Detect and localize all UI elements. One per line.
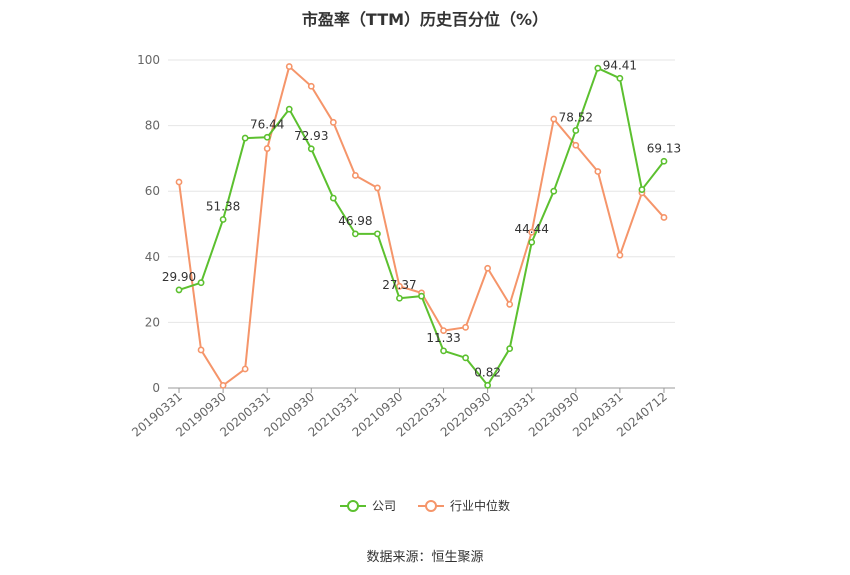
data-point-company [374, 230, 381, 238]
data-label-company: 94.41 [603, 58, 637, 72]
data-point-industry-median [506, 300, 514, 308]
data-point-company [219, 216, 227, 223]
data-point-company [660, 157, 668, 165]
y-tick-label: 20 [145, 315, 160, 329]
legend-item-industry-median[interactable]: 行业中位数 [418, 497, 510, 514]
data-point-company [528, 238, 536, 246]
data-source: 数据来源：恒生聚源 [366, 550, 484, 565]
legend-label-industry-median: 行业中位数 [450, 499, 511, 513]
data-point-company [175, 286, 183, 294]
data-label-company: 51.38 [206, 199, 240, 213]
data-point-industry-median [660, 214, 668, 221]
data-point-company [484, 381, 492, 389]
axes: 0204060801002019033120190930202003312020… [129, 53, 675, 440]
data-point-industry-median [307, 82, 315, 90]
data-label-company: 44.44 [515, 222, 549, 236]
y-tick-label: 0 [152, 381, 160, 395]
data-point-industry-median [484, 264, 492, 272]
data-point-industry-median [241, 365, 249, 373]
data-labels: 29.90 51.38 76.44 72.93 46.98 27.37 11.33 0.82 4… [162, 58, 681, 379]
data-point-industry-median [528, 228, 536, 236]
data-point-company [638, 186, 646, 193]
data-point-industry-median [197, 346, 205, 354]
data-point-company [506, 345, 514, 353]
data-point-company [307, 145, 315, 153]
data-point-industry-median [462, 323, 469, 331]
y-tick-label: 60 [145, 184, 160, 198]
data-point-company [329, 194, 337, 202]
data-label-company: 0.82 [474, 365, 501, 379]
chart-title: 市盈率（TTM）历史百分位（%） [301, 10, 549, 29]
y-tick-label: 40 [145, 250, 160, 264]
data-point-company [351, 230, 359, 238]
y-tick-label: 80 [145, 119, 160, 133]
data-label-company: 69.13 [647, 141, 681, 155]
data-point-company [263, 133, 271, 141]
data-label-company: 46.98 [338, 214, 372, 228]
data-label-company: 76.44 [250, 117, 284, 131]
data-point-industry-median [550, 115, 558, 123]
data-point-industry-median [285, 63, 293, 70]
data-point-company [616, 74, 624, 82]
legend: 公司 行业中位数 [0, 497, 850, 514]
data-point-company [396, 294, 403, 302]
data-point-company [550, 187, 558, 195]
data-point-industry-median [329, 118, 337, 126]
legend-swatch-company [339, 499, 366, 513]
data-label-company: 78.52 [559, 110, 593, 124]
data-point-company [241, 134, 249, 142]
legend-swatch-industry-median [418, 499, 444, 513]
data-point-industry-median [219, 381, 227, 389]
data-point-company [572, 127, 580, 134]
data-point-industry-median [351, 172, 359, 179]
data-label-company: 27.37 [382, 278, 416, 292]
data-label-company: 72.93 [294, 129, 328, 143]
y-tick-label: 100 [137, 53, 160, 67]
data-label-company: 11.33 [426, 331, 460, 345]
data-point-company [462, 354, 469, 362]
data-point-industry-median [616, 251, 624, 259]
data-label-company: 29.90 [162, 270, 196, 284]
legend-item-company[interactable]: 公司 [339, 497, 396, 514]
data-point-industry-median [594, 168, 602, 175]
data-point-industry-median [263, 145, 271, 152]
data-point-industry-median [572, 141, 580, 149]
data-point-company [418, 292, 425, 300]
data-point-industry-median [440, 327, 447, 334]
grid-lines [168, 59, 675, 323]
data-point-industry-median [374, 184, 381, 192]
legend-label-company: 公司 [371, 499, 396, 513]
data-point-company [285, 105, 293, 113]
series-layer [175, 63, 668, 389]
data-point-company [440, 347, 447, 355]
data-point-industry-median [396, 282, 403, 290]
data-point-company [197, 279, 205, 287]
data-point-company [594, 64, 602, 72]
data-point-industry-median [175, 178, 183, 186]
